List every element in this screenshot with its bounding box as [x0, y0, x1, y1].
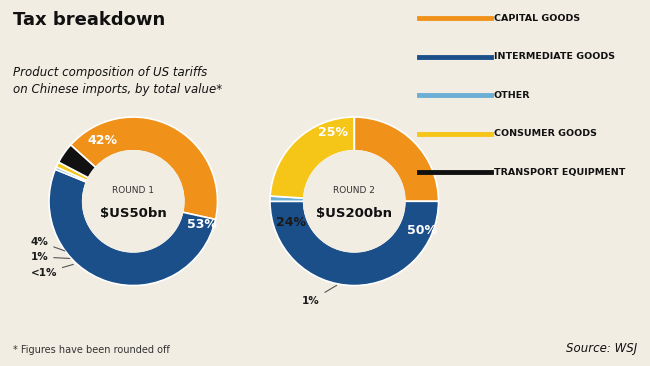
- Wedge shape: [57, 162, 88, 181]
- Wedge shape: [71, 117, 218, 220]
- Text: 25%: 25%: [318, 126, 348, 139]
- Text: 1%: 1%: [31, 252, 70, 262]
- Wedge shape: [354, 117, 439, 201]
- Text: TRANSPORT EQUIPMENT: TRANSPORT EQUIPMENT: [494, 168, 625, 176]
- Text: Product composition of US tariffs
on Chinese imports, by total value*: Product composition of US tariffs on Chi…: [13, 66, 222, 96]
- Text: $US50bn: $US50bn: [100, 206, 166, 220]
- Wedge shape: [270, 201, 439, 285]
- Text: OTHER: OTHER: [494, 91, 530, 100]
- Text: 24%: 24%: [276, 216, 306, 229]
- Text: * Figures have been rounded off: * Figures have been rounded off: [13, 345, 170, 355]
- Text: Source: WSJ: Source: WSJ: [566, 342, 637, 355]
- Circle shape: [83, 151, 184, 252]
- Text: INTERMEDIATE GOODS: INTERMEDIATE GOODS: [494, 52, 615, 61]
- Text: 53%: 53%: [187, 219, 217, 231]
- Text: $US200bn: $US200bn: [317, 206, 392, 220]
- Text: <1%: <1%: [31, 264, 73, 278]
- Text: Tax breakdown: Tax breakdown: [13, 11, 165, 29]
- Text: 1%: 1%: [302, 285, 337, 306]
- Text: CONSUMER GOODS: CONSUMER GOODS: [494, 129, 597, 138]
- Wedge shape: [55, 167, 87, 182]
- Wedge shape: [49, 169, 216, 285]
- Wedge shape: [270, 196, 304, 201]
- Text: 4%: 4%: [31, 237, 65, 251]
- Circle shape: [304, 151, 405, 252]
- Wedge shape: [58, 145, 96, 178]
- Text: CAPITAL GOODS: CAPITAL GOODS: [494, 14, 580, 23]
- Wedge shape: [270, 117, 354, 198]
- Text: ROUND 2: ROUND 2: [333, 186, 375, 195]
- Text: 50%: 50%: [407, 224, 437, 237]
- Text: ROUND 1: ROUND 1: [112, 186, 154, 195]
- Text: 42%: 42%: [87, 134, 117, 147]
